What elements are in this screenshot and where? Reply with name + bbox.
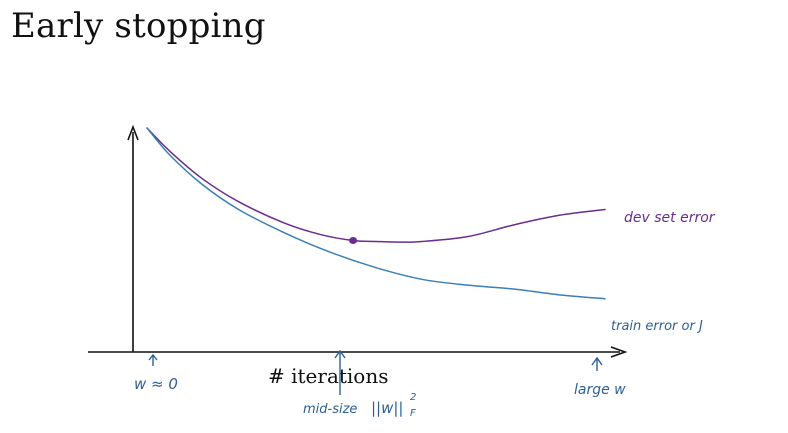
left-tick-label: w ≈ 0 — [134, 375, 178, 393]
series-layer — [146, 127, 606, 300]
right-tick-annotation: large w — [574, 356, 626, 398]
x-axis-label: # iterations — [268, 364, 389, 388]
mid-tick-annotation: mid-size ||w|| 2 F — [303, 349, 416, 419]
early-stop-point — [349, 237, 358, 245]
mid-tick-norm: ||w|| — [371, 399, 403, 417]
up-arrow-icon — [591, 356, 603, 371]
mid-tick-label: mid-size — [303, 402, 357, 417]
axes — [88, 124, 628, 358]
dev-error-curve — [146, 127, 606, 243]
left-tick-annotation: w ≈ 0 — [134, 353, 178, 393]
x-axis-arrowhead — [610, 346, 628, 358]
y-axis-arrowhead — [127, 124, 139, 141]
slide-title: Early stopping — [11, 6, 266, 46]
mid-tick-norm-sub: F — [410, 408, 416, 419]
right-tick-label: large w — [574, 382, 626, 398]
up-arrow-icon — [334, 349, 346, 395]
train-error-curve — [146, 127, 606, 300]
mid-tick-norm-sup: 2 — [410, 392, 416, 403]
train-series-label: train error or J — [611, 319, 703, 334]
up-arrow-icon — [148, 353, 158, 366]
dev-series-label: dev set error — [624, 210, 716, 226]
